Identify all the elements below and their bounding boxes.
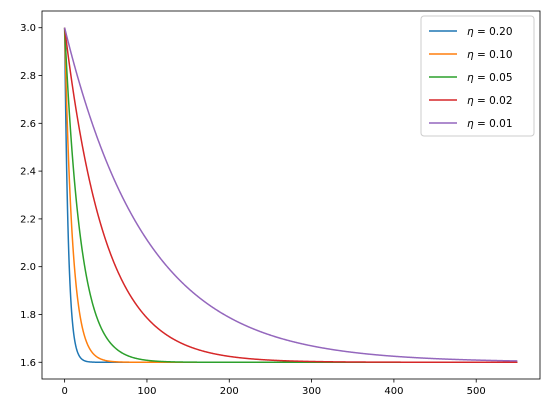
legend-symbol: η: [467, 95, 474, 107]
legend-label-5: η = 0.01: [467, 118, 513, 130]
legend-box: [420, 15, 535, 137]
y-tick-label: 3.0: [20, 23, 36, 34]
y-tick-label: 2.2: [20, 214, 36, 225]
legend-symbol: η: [467, 49, 474, 61]
legend: η = 0.20η = 0.10η = 0.05η = 0.02η = 0.01: [420, 15, 535, 137]
legend-symbol: η: [467, 26, 474, 38]
legend-value: = 0.02: [474, 95, 513, 107]
y-tick-label: 2.4: [20, 167, 36, 178]
x-axis-ticks: 0 100 200 300 400 500: [61, 379, 486, 397]
legend-value: = 0.05: [474, 72, 513, 84]
legend-value: = 0.20: [474, 26, 513, 38]
y-axis-ticks: 1.6 1.8 2.0 2.2 2.4 2.6 2.8 3.0: [20, 23, 42, 369]
plot-frame: [41, 10, 541, 380]
series-line-4: [63, 27, 518, 364]
legend-symbol: η: [467, 118, 474, 130]
y-tick-label: 2.6: [20, 119, 36, 130]
y-tick-label: 1.8: [20, 310, 36, 321]
x-tick-label: 100: [137, 386, 156, 397]
legend-value: = 0.10: [474, 49, 513, 61]
y-tick-label: 2.0: [20, 262, 36, 273]
y-tick-label: 2.8: [20, 71, 36, 82]
legend-items: η = 0.20η = 0.10η = 0.05η = 0.02η = 0.01: [429, 26, 513, 130]
x-tick-label: 500: [467, 386, 486, 397]
legend-value: = 0.01: [474, 118, 513, 130]
legend-symbol: η: [467, 72, 474, 84]
legend-label-2: η = 0.10: [467, 49, 513, 61]
legend-label-1: η = 0.20: [467, 26, 513, 38]
legend-label-4: η = 0.02: [467, 95, 513, 107]
x-tick-label: 0: [61, 386, 67, 397]
x-tick-label: 200: [220, 386, 239, 397]
x-tick-label: 400: [384, 386, 403, 397]
y-tick-label: 1.6: [20, 358, 36, 369]
series-layer: [63, 27, 518, 364]
x-tick-label: 300: [302, 386, 321, 397]
legend-label-3: η = 0.05: [467, 72, 513, 84]
series-line-5: [63, 27, 518, 362]
